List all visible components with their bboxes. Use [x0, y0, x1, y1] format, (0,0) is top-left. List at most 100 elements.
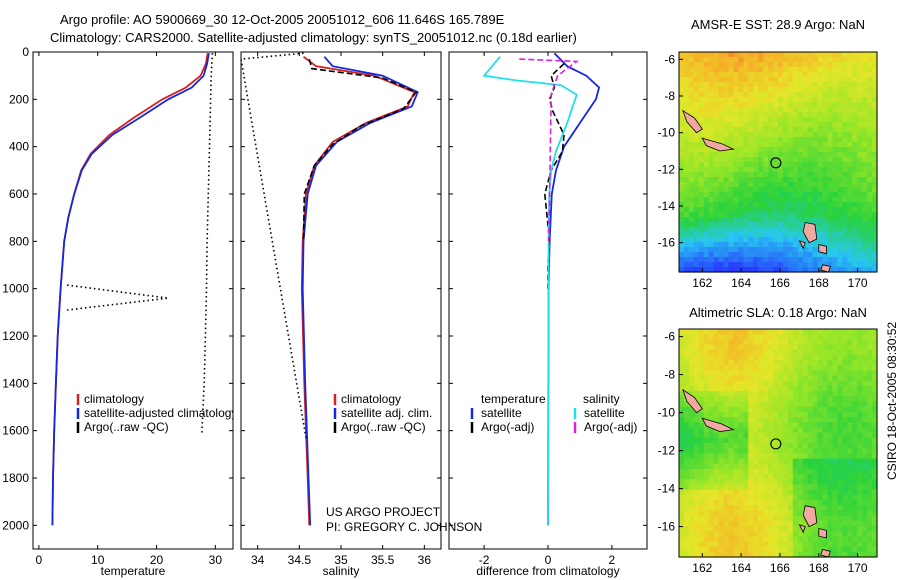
- map-cell: [748, 82, 754, 88]
- map-cell: [852, 505, 858, 511]
- map-cell: [857, 427, 863, 434]
- map-cell: [847, 67, 853, 73]
- map-cell: [728, 257, 735, 263]
- map-cell: [738, 380, 744, 387]
- map-cell: [867, 484, 873, 491]
- map-cell: [862, 370, 868, 377]
- map-cell: [832, 334, 838, 340]
- map-cell: [872, 329, 878, 335]
- map-cell: [807, 344, 814, 351]
- map-cell: [822, 484, 829, 491]
- map-cell: [718, 247, 725, 253]
- map-cell: [758, 147, 764, 153]
- map-cell: [807, 546, 814, 553]
- map-cell: [852, 458, 858, 465]
- map-cell: [872, 354, 878, 361]
- map-cell: [758, 72, 764, 78]
- map-cell: [688, 531, 695, 537]
- map-cell: [758, 67, 764, 73]
- map-cell: [768, 494, 774, 501]
- map-cell: [743, 479, 749, 486]
- map-cell: [679, 237, 685, 243]
- legend-entry: satellite adj. clim.: [341, 406, 432, 420]
- map-cell: [679, 197, 685, 203]
- map-cell: [768, 380, 774, 387]
- map-cell: [758, 97, 764, 103]
- map-cell: [792, 257, 799, 263]
- map-cell: [807, 531, 814, 537]
- map-cell: [862, 411, 868, 418]
- map-cell: [792, 546, 799, 553]
- map-cell: [797, 107, 804, 113]
- map-cell: [753, 142, 759, 148]
- map-cell: [842, 354, 848, 361]
- map-cell: [738, 365, 744, 372]
- map-cell: [822, 525, 829, 532]
- map-cell: [679, 505, 685, 511]
- map-cell: [867, 102, 873, 108]
- map-cell: [718, 370, 725, 377]
- legend-entry: satellite: [481, 406, 522, 420]
- map-cell: [703, 127, 710, 133]
- map-cell: [693, 192, 700, 198]
- map-cell: [728, 484, 735, 491]
- map-cell: [862, 137, 868, 143]
- map-cell: [713, 354, 720, 361]
- map-cell: [827, 147, 834, 153]
- x-tick-label: 20: [150, 553, 164, 567]
- map-cell: [743, 247, 749, 253]
- map-cell: [817, 107, 824, 113]
- map-cell: [698, 247, 705, 253]
- island-shape: [818, 243, 827, 255]
- map-cell: [748, 427, 754, 434]
- map-cell: [812, 479, 819, 486]
- map-cell: [872, 162, 878, 168]
- map-cell: [867, 344, 873, 351]
- map-cell: [683, 479, 690, 486]
- map-cell: [728, 365, 735, 372]
- map-cell: [693, 202, 700, 208]
- map-cell: [763, 102, 769, 108]
- map-cell: [847, 247, 853, 253]
- map-cell: [787, 541, 794, 548]
- map-cell: [683, 192, 690, 198]
- map-cell: [679, 365, 685, 372]
- map-cell: [797, 257, 804, 263]
- map-cell: [748, 354, 754, 361]
- map-cell: [802, 494, 809, 501]
- map-cell: [817, 541, 824, 548]
- map-cell: [847, 411, 853, 418]
- map-cell: [718, 262, 725, 268]
- map-cell: [827, 339, 834, 346]
- map-cell: [713, 375, 720, 382]
- map-cell: [817, 494, 824, 501]
- map-cell: [703, 396, 710, 403]
- map-cell: [867, 546, 873, 553]
- map-cell: [812, 172, 819, 178]
- map-cell: [693, 411, 700, 418]
- map-cell: [693, 207, 700, 213]
- map-cell: [733, 458, 739, 465]
- map-cell: [837, 172, 843, 178]
- map-cell: [708, 536, 715, 543]
- map-cell: [763, 365, 769, 372]
- map-cell: [679, 391, 685, 397]
- map-cell: [683, 157, 690, 163]
- map-cell: [773, 57, 779, 63]
- map-cell: [837, 257, 843, 263]
- map-cell: [768, 474, 774, 480]
- map-cell: [842, 267, 848, 273]
- map-cell: [817, 515, 824, 522]
- map-cell: [723, 227, 730, 233]
- map-cell: [773, 177, 779, 183]
- map-cell: [802, 546, 809, 553]
- map-cell: [723, 192, 730, 198]
- map-cell: [703, 443, 710, 449]
- map-cell: [773, 334, 779, 340]
- map-cell: [867, 468, 873, 475]
- map-cell: [817, 536, 824, 543]
- map-cell: [782, 167, 789, 173]
- map-cell: [797, 546, 804, 553]
- map-cell: [693, 520, 700, 527]
- map-cell: [728, 344, 735, 351]
